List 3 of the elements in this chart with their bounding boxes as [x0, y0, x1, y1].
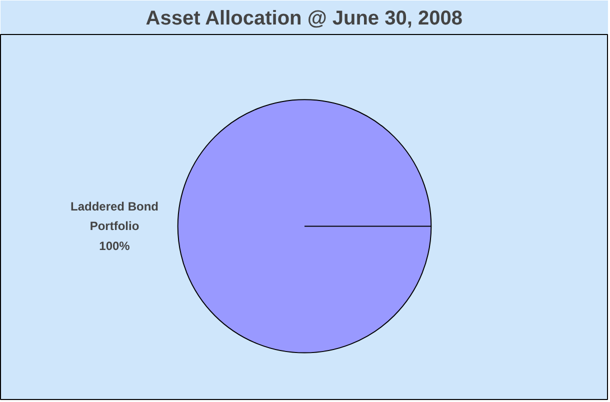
data-label: 100%	[99, 238, 130, 253]
slice-label: Laddered Bond Portfolio	[70, 199, 159, 234]
chart-title: Asset Allocation @ June 30, 2008	[146, 8, 462, 30]
